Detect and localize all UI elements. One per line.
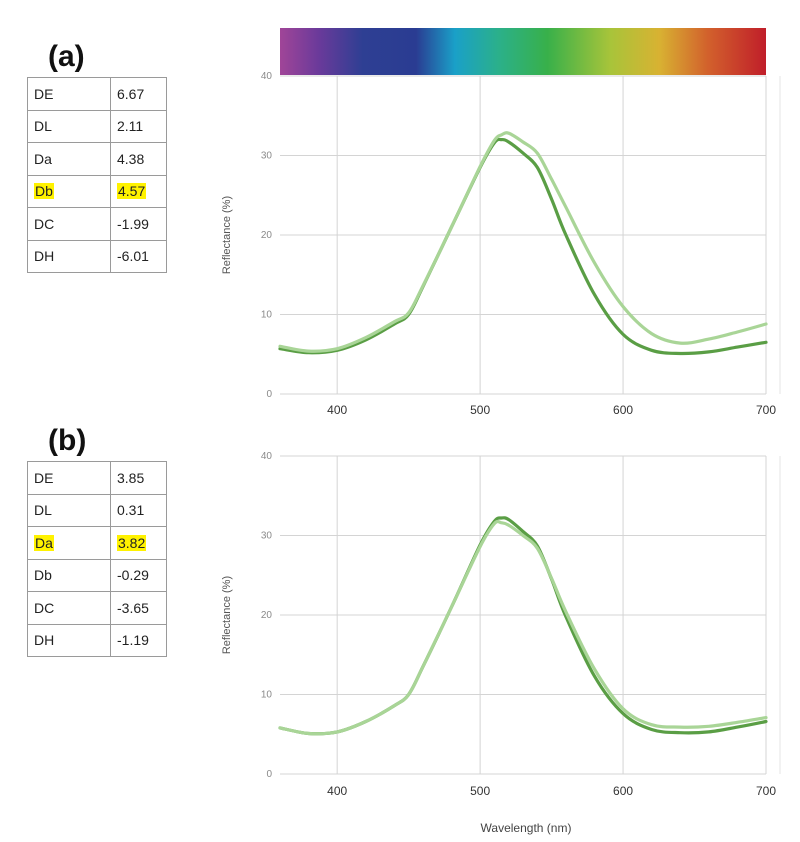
- y-tick-label: 40: [261, 71, 273, 82]
- table-row: DC -1.99: [27, 207, 167, 241]
- x-tick-label: 400: [327, 403, 347, 417]
- series-line-sample-dark: [278, 516, 768, 736]
- panel-b-label: (b): [48, 424, 87, 457]
- metric-value-cell: -3.65: [110, 591, 167, 625]
- y-tick-label: 0: [266, 769, 272, 780]
- color-difference-table-a: DE 6.67 DL 2.11 Da 4.38 Db 4.57 DC -1.99 DH -6.01: [27, 77, 167, 273]
- series-line-sample-light: [278, 131, 768, 353]
- table-row: Da 3.82: [27, 526, 167, 560]
- metric-value: -3.65: [117, 599, 149, 616]
- metric-value-cell: -1.19: [110, 623, 167, 657]
- table-row: DL 0.31: [27, 493, 167, 527]
- x-tick-label: 500: [470, 784, 490, 798]
- y-tick-label: 20: [261, 230, 273, 241]
- metric-value: -6.01: [117, 248, 149, 265]
- metric-name-cell: DE: [27, 77, 111, 111]
- metric-value-cell: -0.29: [110, 558, 167, 592]
- x-tick-label: 600: [613, 403, 633, 417]
- metric-name-cell: DL: [27, 109, 111, 143]
- metric-name: DH: [34, 248, 55, 265]
- metric-name-cell: DH: [27, 623, 111, 657]
- table-row: Db -0.29: [27, 558, 167, 592]
- metric-name: DH: [34, 632, 55, 649]
- metric-value: -0.29: [117, 567, 149, 584]
- metric-value: 3.85: [117, 469, 145, 486]
- metric-name-cell: DC: [27, 207, 111, 241]
- metric-name-cell: DC: [27, 591, 111, 625]
- metric-value: 4.57: [117, 183, 147, 200]
- y-tick-label: 40: [261, 451, 273, 462]
- y-tick-label: 30: [261, 151, 273, 162]
- metric-name-cell: Db: [27, 174, 111, 208]
- metric-value: -1.99: [117, 215, 149, 232]
- series-line-sample-dark: [278, 137, 768, 356]
- panel-a-label: (a): [48, 40, 85, 73]
- x-tick-label: 500: [470, 403, 490, 417]
- y-tick-label: 20: [261, 610, 273, 621]
- metric-name: Da: [34, 150, 52, 167]
- table-row: DE 6.67: [27, 77, 167, 111]
- metric-value: 3.82: [117, 534, 147, 551]
- x-axis-title: Wavelength (nm): [481, 821, 572, 835]
- y-tick-label: 10: [261, 690, 273, 701]
- metric-name: DC: [34, 215, 55, 232]
- metric-name-cell: DE: [27, 461, 111, 495]
- spectrum-color-bar: [280, 28, 766, 75]
- table-row: DC -3.65: [27, 591, 167, 625]
- reflectance-chart-a: 0 10 20 30 40 400 500 600 700 Reflectance (%): [221, 71, 781, 417]
- metric-value-cell: -6.01: [110, 239, 167, 273]
- table-row: DH -6.01: [27, 239, 167, 273]
- y-tick-label: 30: [261, 531, 273, 542]
- x-tick-label: 600: [613, 784, 633, 798]
- metric-name-cell: Db: [27, 558, 111, 592]
- metric-value-cell: 6.67: [110, 77, 167, 111]
- metric-name-cell: DH: [27, 239, 111, 273]
- metric-value-cell: 4.38: [110, 142, 167, 176]
- metric-name-cell: Da: [27, 142, 111, 176]
- metric-name: DE: [34, 85, 54, 102]
- metric-value: 0.31: [117, 502, 145, 519]
- metric-value-cell: 3.82: [110, 526, 167, 560]
- metric-name: Da: [34, 534, 54, 551]
- table-row: Db 4.57: [27, 174, 167, 208]
- table-row: Da 4.38: [27, 142, 167, 176]
- x-tick-label: 400: [327, 784, 347, 798]
- x-tick-label: 700: [756, 403, 776, 417]
- metric-name: DE: [34, 469, 54, 486]
- metric-value: 4.38: [117, 150, 145, 167]
- metric-name: Db: [34, 567, 52, 584]
- reflectance-chart-b: 0 10 20 30 40 400 500 600 700 Reflectance (%) Wave…: [221, 451, 781, 835]
- metric-name: Db: [34, 183, 54, 200]
- metric-name: DL: [34, 118, 52, 135]
- metric-name: DL: [34, 502, 52, 519]
- metric-value-cell: 0.31: [110, 493, 167, 527]
- x-tick-label: 700: [756, 784, 776, 798]
- metric-value: 6.67: [117, 85, 145, 102]
- metric-name-cell: Da: [27, 526, 111, 560]
- color-difference-table-b: DE 3.85 DL 0.31 Da 3.82 Db -0.29 DC -3.65 DH -1.19: [27, 461, 167, 657]
- metric-name: DC: [34, 599, 55, 616]
- y-axis-title: Reflectance (%): [221, 576, 233, 654]
- y-axis-title: Reflectance (%): [221, 196, 233, 274]
- table-row: DE 3.85: [27, 461, 167, 495]
- y-tick-label: 10: [261, 310, 273, 321]
- table-row: DH -1.19: [27, 623, 167, 657]
- metric-value: 2.11: [117, 118, 144, 135]
- y-tick-label: 0: [266, 389, 272, 400]
- metric-name-cell: DL: [27, 493, 111, 527]
- series-line-sample-light: [278, 519, 768, 736]
- metric-value: -1.19: [117, 632, 149, 649]
